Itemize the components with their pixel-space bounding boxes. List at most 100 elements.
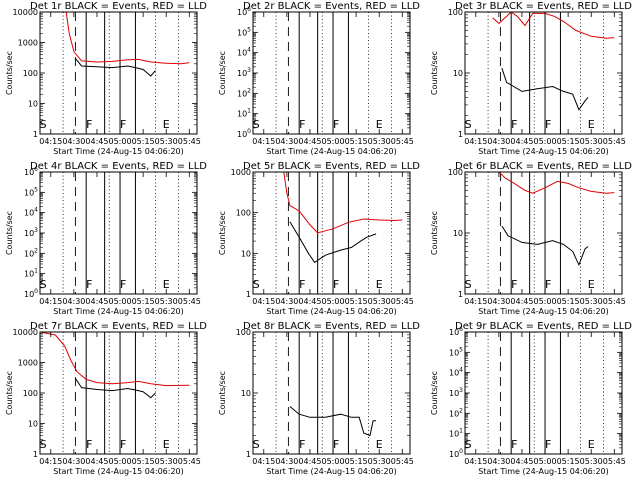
marker-E: E — [376, 438, 383, 451]
y-tick-label: 100 — [448, 168, 463, 177]
marker-S: S — [465, 438, 472, 451]
y-tick-label: 106 — [237, 6, 251, 17]
x-tick-label: 04:30 — [62, 457, 85, 466]
y-tick-label: 10 — [28, 420, 38, 429]
x-tick-label: 04:30 — [62, 297, 85, 306]
y-tick-exp: 3 — [459, 387, 463, 394]
x-tick-label: 04:45 — [510, 297, 533, 306]
panel-title: Det 1r BLACK = Events, RED = LLD — [30, 1, 207, 12]
y-tick-label: 101 — [24, 268, 38, 279]
y-tick-label: 1 — [33, 450, 38, 459]
plot-frame — [39, 331, 198, 455]
y-tick-label: 100 — [23, 69, 38, 78]
y-tick-label: 106 — [449, 326, 463, 337]
y-tick-base: 10 — [24, 188, 34, 197]
y-tick-exp: 1 — [247, 108, 251, 115]
plot-frame — [464, 11, 623, 135]
y-tick-label: 105 — [449, 346, 463, 357]
panel-det-1r: Det 1r BLACK = Events, RED = LLD 1 10 100 10… — [5, 1, 207, 156]
x-tick-label: 05:15 — [132, 137, 155, 146]
panel-det-6r: Det 6r BLACK = Events, RED = LLD 1 10 100 S F… — [430, 161, 632, 316]
x-tick-label: 04:30 — [275, 457, 298, 466]
panel-det-3r: Det 3r BLACK = Events, RED = LLD 1 10 100 S F… — [430, 1, 632, 156]
x-tick-label: 05:45 — [178, 297, 201, 306]
marker-F: F — [333, 118, 339, 131]
panel-det-4r: Det 4r BLACK = Events, RED = LLD10010110… — [5, 161, 207, 316]
x-tick-label: 05:30 — [368, 457, 391, 466]
x-tick-label: 04:15 — [39, 457, 62, 466]
events-series-line — [501, 225, 589, 267]
x-tick-label: 05:15 — [557, 297, 580, 306]
y-tick-exp: 1 — [459, 428, 463, 435]
y-tick-label: 102 — [237, 87, 251, 98]
marker-S: S — [40, 278, 47, 291]
y-tick-label: 103 — [237, 67, 251, 78]
y-tick-label: 1 — [246, 450, 251, 459]
y-tick-base: 10 — [237, 89, 247, 98]
y-tick-label: 100 — [24, 288, 38, 299]
y-tick-base: 10 — [24, 209, 34, 218]
y-tick-label: 100 — [449, 448, 463, 459]
y-tick-label: 105 — [24, 186, 38, 197]
events-series-line — [501, 68, 589, 111]
x-tick-label: 04:45 — [85, 457, 108, 466]
x-tick-label: 04:30 — [487, 297, 510, 306]
x-tick-label: 04:45 — [510, 137, 533, 146]
y-tick-base: 10 — [237, 110, 247, 119]
events-series-line — [75, 58, 156, 77]
y-tick-base: 10 — [24, 168, 34, 177]
x-tick-label: 05:00 — [534, 297, 557, 306]
x-tick-label: 04:45 — [85, 297, 108, 306]
x-tick-label: 05:30 — [155, 457, 178, 466]
y-tick-label: 102 — [24, 247, 38, 258]
y-tick-base: 10 — [237, 69, 247, 78]
y-tick-label: 100 — [237, 128, 251, 139]
y-tick-label: 100 — [236, 328, 251, 337]
y-tick-exp: 0 — [459, 448, 463, 455]
x-tick-label: 04:15 — [252, 457, 275, 466]
y-tick-base: 10 — [449, 430, 459, 439]
y-tick-label: 10 — [241, 249, 251, 258]
x-tick-label: 05:30 — [368, 137, 391, 146]
marker-F: F — [511, 438, 517, 451]
events-series-line — [289, 221, 377, 264]
y-tick-base: 10 — [24, 290, 34, 299]
panel-title: Det 9r BLACK = Events, RED = LLD — [455, 321, 632, 332]
marker-F: F — [545, 438, 551, 451]
y-tick-exp: 2 — [459, 407, 463, 414]
marker-F: F — [299, 118, 305, 131]
marker-E: E — [376, 278, 383, 291]
x-axis-label: Start Time (24-Aug-15 04:06:20) — [266, 307, 397, 316]
y-tick-label: 10 — [453, 229, 463, 238]
panel-det-9r: Det 9r BLACK = Events, RED = LLD10010110… — [430, 321, 632, 476]
y-tick-base: 10 — [237, 130, 247, 139]
y-tick-base: 10 — [449, 409, 459, 418]
x-axis-label: Start Time (24-Aug-15 04:06:20) — [478, 147, 609, 156]
marker-S: S — [465, 118, 472, 131]
panel-det-7r: Det 7r BLACK = Events, RED = LLD 1 10 100 10… — [5, 321, 207, 476]
x-axis-label: Start Time (24-Aug-15 04:06:20) — [53, 147, 184, 156]
y-axis-label: Counts/sec — [5, 211, 14, 255]
x-tick-label: 05:15 — [345, 297, 368, 306]
panel-title: Det 3r BLACK = Events, RED = LLD — [455, 1, 632, 12]
y-tick-exp: 1 — [34, 268, 38, 275]
y-tick-label: 103 — [449, 387, 463, 398]
panel-det-2r: Det 2r BLACK = Events, RED = LLD10010110… — [218, 1, 420, 156]
marker-S: S — [253, 278, 260, 291]
marker-E: E — [588, 438, 595, 451]
y-tick-exp: 2 — [34, 247, 38, 254]
y-tick-label: 1 — [458, 130, 463, 139]
marker-E: E — [163, 438, 170, 451]
x-tick-label: 04:30 — [275, 297, 298, 306]
x-tick-label: 05:30 — [580, 297, 603, 306]
y-tick-exp: 4 — [34, 207, 38, 214]
y-tick-label: 101 — [237, 108, 251, 119]
lld-series-line — [283, 172, 403, 234]
lld-series-line — [498, 172, 615, 194]
x-axis-label: Start Time (24-Aug-15 04:06:20) — [266, 467, 397, 476]
x-tick-label: 05:00 — [534, 137, 557, 146]
y-tick-label: 102 — [449, 407, 463, 418]
y-tick-label: 1000 — [18, 39, 38, 48]
x-tick-label: 05:15 — [132, 457, 155, 466]
